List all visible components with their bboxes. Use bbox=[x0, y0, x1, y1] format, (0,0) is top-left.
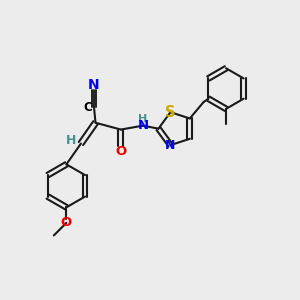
Text: O: O bbox=[61, 216, 72, 230]
Text: N: N bbox=[165, 139, 176, 152]
Text: H: H bbox=[66, 134, 76, 147]
Text: S: S bbox=[165, 105, 176, 120]
Text: N: N bbox=[137, 119, 148, 132]
Text: O: O bbox=[115, 145, 127, 158]
Text: H: H bbox=[138, 114, 148, 124]
Text: N: N bbox=[88, 78, 100, 92]
Text: C: C bbox=[83, 101, 92, 114]
